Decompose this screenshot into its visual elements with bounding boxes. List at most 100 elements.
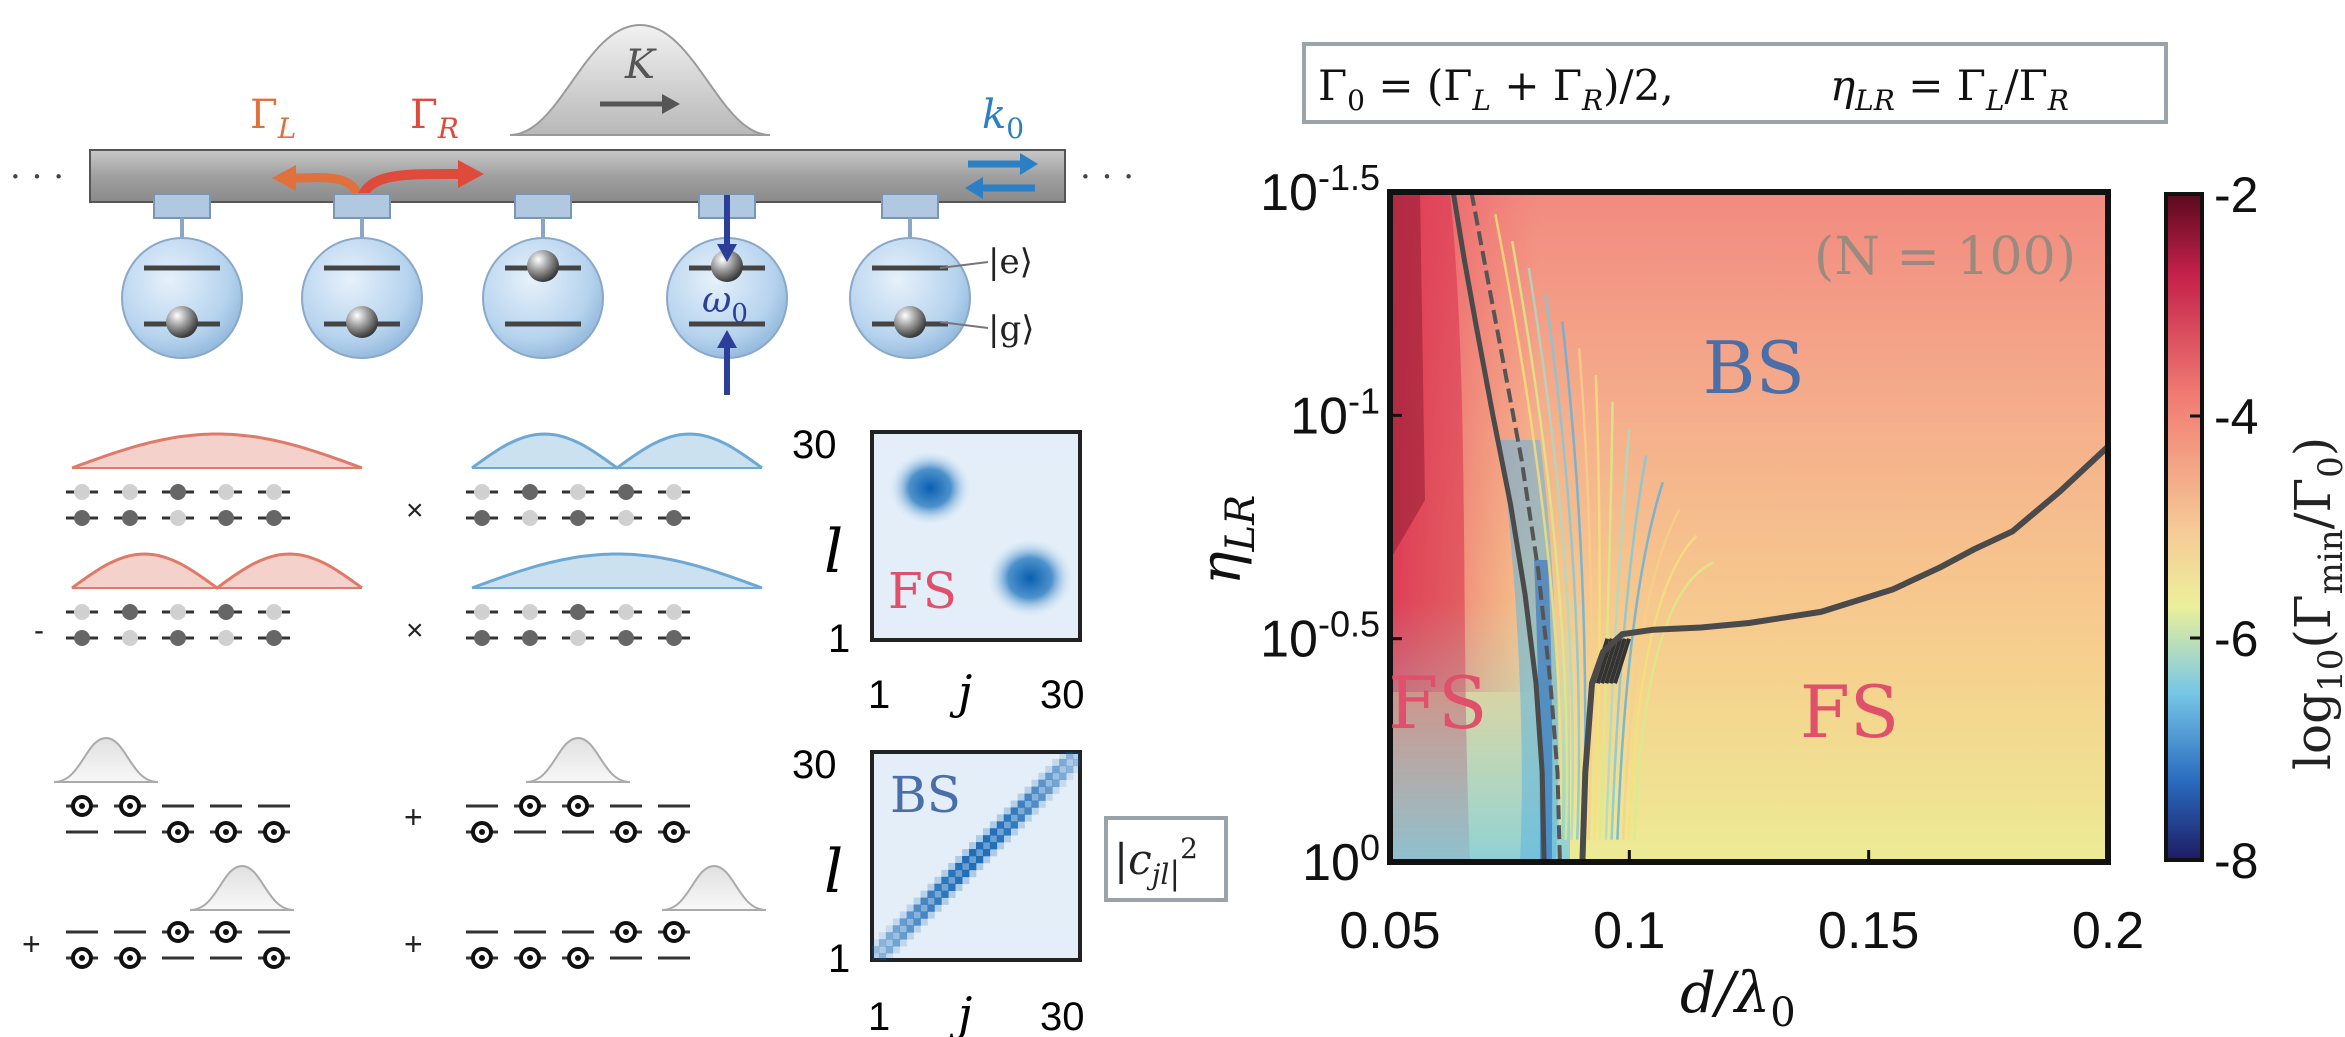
bs-matrix-cell <box>1010 814 1018 822</box>
level-dot <box>266 484 282 500</box>
atom-coupler <box>333 193 391 219</box>
bs-matrix-cell <box>996 842 1005 850</box>
bs-matrix-cell <box>1059 752 1067 760</box>
boundary-hatch <box>1608 638 1627 684</box>
cjl-legend: |cjl|2 <box>1104 816 1228 902</box>
bs-matrix-cell <box>927 883 935 891</box>
bs-matrix-cell <box>920 911 928 919</box>
bs-matrix-cell <box>1010 821 1018 829</box>
x-tick-label: 0.05 <box>1339 902 1440 960</box>
atom <box>301 237 423 359</box>
electron <box>166 306 198 338</box>
resonance-fan-line <box>1598 401 1614 840</box>
svg-text:Γ0 = (ΓL + ΓR)/2,: Γ0 = (ΓL + ΓR)/2, <box>1318 61 1674 117</box>
boundary-left <box>1450 192 1547 862</box>
ket-e-label: |e⟩ <box>988 242 1033 282</box>
bs-matrix-cell <box>996 835 1005 843</box>
bs-matrix-cell <box>906 918 914 926</box>
bs-matrix-cell <box>948 890 956 898</box>
bs-matrix-cell <box>1052 779 1060 787</box>
bs-matrix-cell <box>989 835 998 843</box>
level-dot <box>218 484 234 500</box>
level-dot <box>474 630 490 646</box>
level-dot <box>74 604 90 620</box>
bs-matrix-cell <box>1017 800 1025 808</box>
level-dot <box>122 484 138 500</box>
bs-matrix-cell <box>1073 758 1081 767</box>
bs-matrix-cell <box>976 835 984 843</box>
resonance-fan-line <box>1610 455 1648 840</box>
bs-matrix-cell <box>941 883 949 891</box>
bs-matrix-cell <box>885 939 894 947</box>
svg-text:|cjl|2: |cjl|2 <box>1114 832 1198 892</box>
bs-matrix-cell <box>885 932 894 940</box>
bs-matrix-cell <box>892 932 901 940</box>
bs-matrix-cell <box>1059 772 1067 781</box>
bs-matrix-cell <box>1045 793 1053 801</box>
dots-left: · · · <box>10 157 64 197</box>
region-label: BS <box>1703 326 1805 410</box>
boundary-right <box>1579 444 2108 862</box>
resonance-fan-line <box>1633 561 1714 840</box>
level-dot <box>170 630 186 646</box>
resonance-fan-line <box>1544 294 1581 840</box>
bs-matrix-cell <box>996 828 1005 836</box>
bs-matrix-cell <box>913 918 921 926</box>
bs-matrix-cell <box>1038 772 1046 781</box>
level-dot <box>122 604 138 620</box>
bs-matrix-cell <box>955 869 963 878</box>
bs-matrix-cell <box>1031 793 1039 801</box>
level-dot <box>74 484 90 500</box>
svg-text:ηLR = ΓL/ΓR: ηLR = ΓL/ΓR <box>1830 61 2069 117</box>
resonance-fan-line <box>1510 240 1569 840</box>
colorbar-tick-label: -4 <box>2214 389 2258 445</box>
bs-matrix-cell <box>1066 765 1074 774</box>
bs-matrix-cell <box>1059 765 1067 774</box>
x-tick-label: 0.1 <box>1593 902 1665 960</box>
bs-matrix-cell <box>1010 800 1018 808</box>
y-tick-label: 10-1 <box>1290 380 1380 445</box>
bs-matrix-cell <box>1003 814 1011 822</box>
bs-matrix-label: BS <box>890 766 961 824</box>
colorbar-tick-label: -2 <box>2214 167 2258 223</box>
level-dot <box>666 630 682 646</box>
bs-matrix-cell <box>941 869 949 878</box>
times-sign-2: × <box>406 614 424 647</box>
bs-matrix-cell <box>996 821 1005 829</box>
bs-matrix-cell <box>934 883 942 891</box>
bs-matrix-cell <box>941 897 949 905</box>
bs-xtick-right: 30 <box>1040 995 1085 1037</box>
bs-matrix-cell <box>989 821 998 829</box>
resonance-fan-line <box>1527 267 1575 840</box>
resonance-fan-line <box>1577 348 1594 840</box>
bs-matrix-cell <box>1017 821 1025 829</box>
bs-xtick-left: 1 <box>868 995 890 1037</box>
wavefunction <box>472 434 762 468</box>
level-dot <box>618 484 634 500</box>
fs-tick-top: 30 <box>792 423 837 467</box>
wavefunction <box>72 554 362 588</box>
bs-matrix-cell <box>948 883 956 891</box>
bs-matrix-cell <box>1031 807 1039 815</box>
bs-matrix-cell <box>920 904 928 912</box>
y-tick-label: 10-0.5 <box>1260 604 1380 669</box>
level-dot <box>474 604 490 620</box>
bs-matrix-cell <box>962 849 970 857</box>
bs-matrix-cell <box>969 849 977 857</box>
bs-matrix-cell <box>1059 779 1067 787</box>
bs-matrix-cell <box>948 862 956 871</box>
resonance-fan-line <box>1616 481 1664 840</box>
bs-matrix-cell <box>1003 821 1011 829</box>
level-dot <box>666 484 682 500</box>
level-dot <box>218 604 234 620</box>
bs-matrix-cell <box>1045 765 1053 774</box>
boundary-hatch <box>1604 638 1623 684</box>
level-dot <box>618 630 634 646</box>
bs-matrix-cell <box>1010 807 1018 815</box>
bs-matrix-cell <box>962 876 970 885</box>
fs-xlabel: j <box>949 665 972 719</box>
level-dot <box>122 630 138 646</box>
level-dot <box>266 604 282 620</box>
bs-matrix-cell <box>934 890 942 898</box>
